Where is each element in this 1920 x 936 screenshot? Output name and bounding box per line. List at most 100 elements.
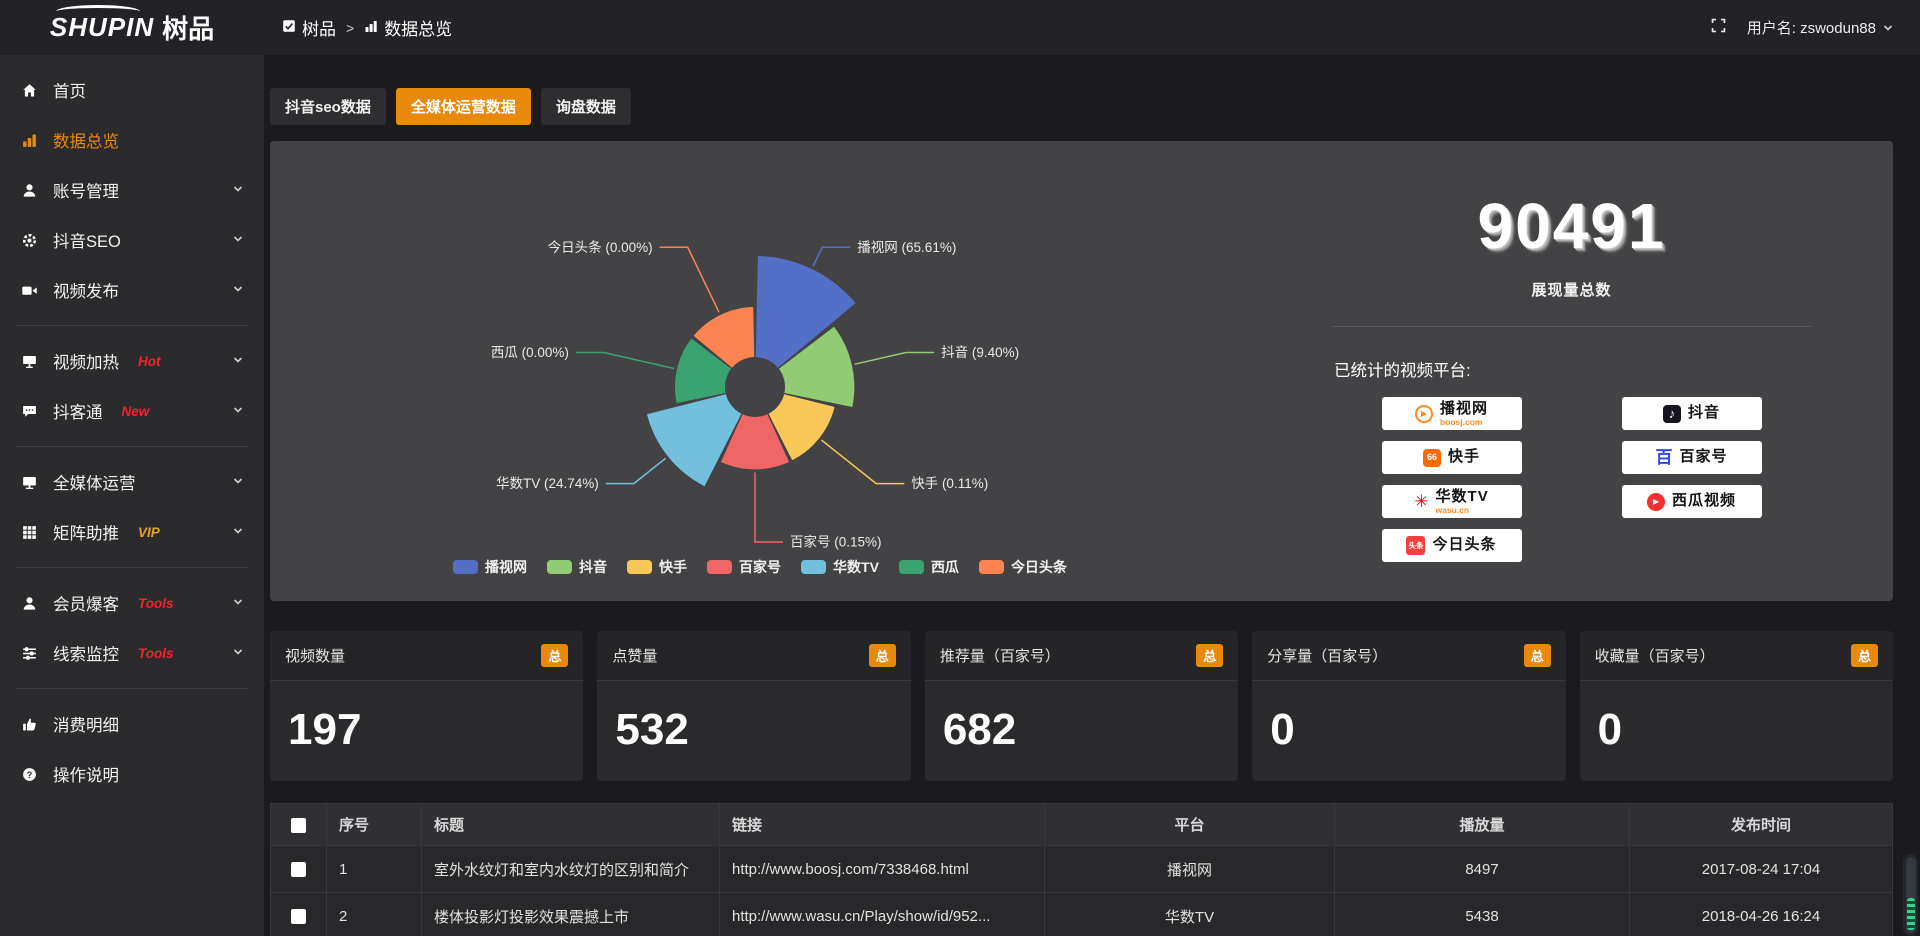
chevron-down-icon — [232, 352, 244, 371]
user-menu[interactable]: 用户名: zswodun88 — [1747, 17, 1894, 38]
chevron-down-icon — [1883, 24, 1893, 31]
sidebar-item-member-burst[interactable]: 会员爆客 Tools — [0, 578, 264, 628]
tab-omnimedia-data[interactable]: 全媒体运营数据 — [395, 88, 531, 125]
pie-slice[interactable] — [755, 256, 856, 368]
legend-item[interactable]: 今日头条 — [978, 557, 1067, 577]
exposure-chart-card: 播视网 (65.61%) 抖音 (9.40%) 快手 (0.11%) 百家号 (0.1… — [270, 141, 1893, 601]
scrollbar-thumb[interactable] — [1905, 857, 1916, 933]
legend-item[interactable]: 华数TV — [801, 557, 879, 577]
cell-title[interactable]: 楼体投影灯投影效果震撼上市 — [421, 892, 720, 936]
legend-item[interactable]: 百家号 — [707, 557, 781, 577]
pie-label: 今日头条 (0.00%) — [548, 239, 653, 255]
select-all-checkbox[interactable] — [291, 817, 306, 833]
tab-inquiry-data[interactable]: 询盘数据 — [540, 88, 631, 125]
sidebar-item-doketong[interactable]: 抖客通 New — [0, 386, 264, 436]
legend-item[interactable]: 西瓜 — [898, 557, 959, 577]
topbar-right: 用户名: zswodun88 — [1710, 17, 1894, 38]
stat-value: 197 — [288, 705, 362, 754]
total-badge[interactable]: 总 — [1196, 644, 1224, 667]
sidebar-item-help[interactable]: ? 操作说明 — [0, 749, 264, 799]
sidebar-item-video-heat[interactable]: 视频加热 Hot — [0, 336, 264, 386]
table-row[interactable]: 1 室外水纹灯和室内水纹灯的区别和简介 http://www.boosj.com… — [270, 845, 1893, 893]
legend-item[interactable]: 抖音 — [547, 557, 607, 577]
cell-no: 1 — [326, 845, 422, 893]
stat-title: 点赞量 — [612, 648, 658, 665]
col-header-platform: 平台 — [1044, 803, 1335, 846]
legend-item[interactable]: 播视网 — [453, 557, 527, 577]
douyin-logo-icon: ♪ — [1662, 404, 1681, 423]
sidebar-item-label: 抖客通 — [53, 404, 103, 422]
chevron-down-icon — [232, 473, 244, 492]
pie-slice[interactable] — [647, 394, 742, 487]
grid-icon — [20, 523, 38, 541]
sidebar-item-label: 账号管理 — [53, 183, 119, 201]
sidebar-item-label: 视频加热 — [53, 354, 119, 372]
breadcrumb-separator: > — [346, 19, 355, 36]
platform-badge-boosj: ▶ 播视网 boosj.com — [1381, 397, 1522, 430]
pie-slice[interactable] — [768, 394, 835, 461]
pie-slice[interactable] — [674, 338, 732, 404]
tab-douyin-seo-data[interactable]: 抖音seo数据 — [270, 88, 386, 125]
cell-platform: 播视网 — [1044, 845, 1335, 893]
stat-title: 推荐量（百家号） — [939, 648, 1060, 665]
legend-swatch — [453, 560, 479, 574]
row-checkbox[interactable] — [291, 909, 306, 925]
help-icon: ? — [20, 765, 38, 783]
sidebar-divider — [16, 567, 248, 568]
legend-swatch — [627, 560, 653, 574]
pie-label-leader — [854, 351, 935, 365]
sidebar-item-home[interactable]: 首页 — [0, 65, 264, 115]
summary-divider — [1332, 326, 1811, 327]
chevron-down-icon — [232, 181, 244, 200]
cell-link[interactable]: http://www.boosj.com/7338468.html — [719, 845, 1045, 893]
sidebar-item-matrix-boost[interactable]: 矩阵助推 VIP — [0, 507, 264, 557]
exposure-summary-panel: 90491 展现量总数 已统计的视频平台: ▶ 播视网 boosj.com 66 … — [1250, 141, 1893, 601]
cell-title[interactable]: 室外水纹灯和室内水纹灯的区别和简介 — [421, 845, 720, 893]
sidebar-item-video-publish[interactable]: 视频发布 — [0, 265, 264, 315]
pie-slice[interactable] — [693, 307, 755, 368]
bar-chart-icon — [20, 131, 38, 149]
total-badge[interactable]: 总 — [1523, 644, 1551, 667]
pie-label-leader — [812, 246, 851, 267]
fullscreen-icon[interactable] — [1710, 17, 1727, 38]
sidebar-item-accounts[interactable]: 账号管理 — [0, 165, 264, 215]
sidebar-item-omnimedia[interactable]: 全媒体运营 — [0, 457, 264, 507]
total-badge[interactable]: 总 — [868, 644, 896, 667]
stat-card-likes: 点赞量 总 532 — [597, 631, 911, 781]
sidebar-item-label: 会员爆客 — [53, 596, 119, 614]
col-header-plays: 播放量 — [1334, 803, 1630, 846]
sidebar-item-douyin-seo[interactable]: 抖音SEO — [0, 215, 264, 265]
pie-slice[interactable] — [778, 326, 855, 407]
breadcrumb-label: 数据总览 — [384, 20, 453, 39]
logo[interactable]: SHUPIN 树品 — [0, 0, 264, 55]
breadcrumb: 树品 > 数据总览 — [282, 15, 452, 40]
sidebar-item-lead-monitor[interactable]: 线索监控 Tools — [0, 628, 264, 678]
rose-pie-chart: 播视网 (65.61%) 抖音 (9.40%) 快手 (0.11%) 百家号 (0.1… — [270, 141, 1250, 601]
col-header-title: 标题 — [421, 803, 720, 846]
legend-item[interactable]: 快手 — [627, 557, 687, 577]
kuaishou-logo-icon: 66 — [1422, 448, 1441, 467]
member-icon — [20, 594, 38, 612]
scrollbar[interactable] — [1903, 854, 1918, 936]
scrollbar-marks — [1906, 898, 1915, 930]
total-badge[interactable]: 总 — [1851, 644, 1879, 667]
cell-no: 2 — [326, 892, 422, 936]
platform-sub: wasu.cn — [1435, 505, 1470, 515]
breadcrumb-item-home[interactable]: 树品 — [282, 15, 336, 40]
pie-slice[interactable] — [720, 414, 790, 470]
cell-link[interactable]: http://www.wasu.cn/Play/show/id/952... — [719, 892, 1045, 936]
table-row[interactable]: 2 楼体投影灯投影效果震撼上市 http://www.wasu.cn/Play/… — [270, 892, 1893, 936]
doc-icon — [282, 18, 296, 38]
total-badge[interactable]: 总 — [541, 644, 569, 667]
svg-text:?: ? — [26, 769, 32, 779]
col-header-time: 发布时间 — [1629, 803, 1893, 846]
sidebar-item-spending-detail[interactable]: 消费明细 — [0, 699, 264, 749]
chevron-down-icon — [232, 231, 244, 250]
sidebar-item-label: 全媒体运营 — [53, 475, 136, 493]
sidebar-item-data-overview[interactable]: 数据总览 — [0, 115, 264, 165]
legend-swatch — [898, 560, 924, 574]
breadcrumb-item-current[interactable]: 数据总览 — [364, 15, 452, 40]
stat-title: 视频数量 — [285, 648, 346, 665]
xigua-logo-icon: ▶ — [1646, 492, 1665, 511]
row-checkbox[interactable] — [291, 862, 306, 878]
